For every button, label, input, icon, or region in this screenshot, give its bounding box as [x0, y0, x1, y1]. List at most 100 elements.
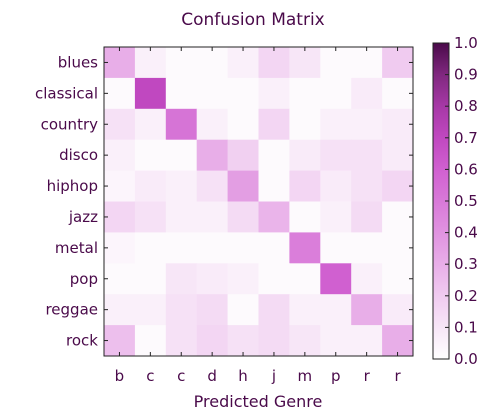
- heatmap-cell: [382, 294, 414, 326]
- heatmap-cell: [227, 325, 259, 357]
- heatmap-cell: [196, 263, 229, 295]
- y-tick-label: jazz: [68, 208, 98, 226]
- colorbar-ticks: 0.0 0.1 0.2 0.3 0.4 0.5 0.6 0.7 0.8 0.9 1.0: [445, 34, 478, 368]
- heatmap-cells: [104, 47, 414, 357]
- heatmap-cell: [289, 139, 321, 172]
- heatmap-cell: [165, 108, 198, 141]
- heatmap-cell: [258, 263, 290, 295]
- heatmap-cell: [351, 201, 383, 233]
- heatmap-cell: [227, 139, 259, 172]
- heatmap-cell: [134, 325, 167, 357]
- heatmap-cell: [227, 232, 259, 264]
- heatmap-cell: [104, 325, 136, 357]
- heatmap-cell: [227, 263, 259, 295]
- colorbar-tick-label: 0.3: [454, 255, 478, 273]
- heatmap-cell: [320, 108, 352, 141]
- heatmap-cell: [134, 263, 167, 295]
- heatmap-cell: [320, 201, 352, 233]
- heatmap-cell: [196, 232, 229, 264]
- heatmap-cell: [320, 77, 352, 110]
- heatmap-cell: [227, 77, 259, 110]
- heatmap-cell: [104, 77, 136, 110]
- heatmap-cell: [134, 201, 167, 233]
- heatmap-cell: [382, 139, 414, 172]
- colorbar-tick-label: 1.0: [454, 34, 478, 52]
- heatmap-cell: [351, 232, 383, 264]
- heatmap-cell: [134, 294, 167, 326]
- heatmap-cell: [165, 139, 198, 172]
- heatmap-cell: [227, 170, 259, 202]
- heatmap-cell: [320, 47, 352, 79]
- heatmap-cell: [320, 294, 352, 326]
- heatmap-cell: [104, 232, 136, 264]
- heatmap-cell: [104, 263, 136, 295]
- heatmap-cell: [196, 108, 229, 141]
- heatmap-cell: [351, 108, 383, 141]
- heatmap-cell: [196, 294, 229, 326]
- heatmap-cell: [258, 294, 290, 326]
- heatmap-cell: [196, 201, 229, 233]
- x-tick-label: p: [331, 367, 341, 385]
- heatmap-cell: [196, 139, 229, 172]
- heatmap-cell: [258, 139, 290, 172]
- heatmap-cell: [382, 47, 414, 79]
- heatmap-cell: [289, 77, 321, 110]
- x-tick-label: b: [115, 367, 125, 385]
- y-tick-label: hiphop: [47, 177, 98, 195]
- heatmap-cell: [351, 170, 383, 202]
- y-tick-label: rock: [66, 332, 98, 350]
- heatmap-cell: [258, 77, 290, 110]
- y-tick-label: reggae: [45, 301, 98, 319]
- heatmap-cell: [165, 47, 198, 79]
- heatmap-cell: [165, 77, 198, 110]
- heatmap-cell: [258, 201, 290, 233]
- heatmap-cell: [104, 294, 136, 326]
- heatmap-cell: [320, 170, 352, 202]
- heatmap-cell: [196, 325, 229, 357]
- heatmap-cell: [134, 170, 167, 202]
- heatmap-cell: [104, 139, 136, 172]
- heatmap-cell: [351, 77, 383, 110]
- heatmap-cell: [165, 232, 198, 264]
- heatmap-cell: [258, 170, 290, 202]
- x-tick-label: c: [177, 367, 185, 385]
- x-tick-label: d: [207, 367, 217, 385]
- heatmap-cell: [258, 108, 290, 141]
- heatmap-cell: [289, 294, 321, 326]
- heatmap-cell: [258, 325, 290, 357]
- heatmap-cell: [351, 47, 383, 79]
- y-tick-label: blues: [58, 53, 98, 71]
- x-tick-label: r: [394, 367, 401, 385]
- heatmap-cell: [351, 139, 383, 172]
- heatmap-cell: [382, 77, 414, 110]
- x-tick-label: m: [298, 367, 313, 385]
- heatmap-cell: [134, 108, 167, 141]
- heatmap-cell: [382, 170, 414, 202]
- heatmap-cell: [382, 232, 414, 264]
- heatmap-cell: [104, 47, 136, 79]
- heatmap-cell: [104, 201, 136, 233]
- x-axis-label: Predicted Genre: [194, 392, 323, 411]
- heatmap-cell: [258, 47, 290, 79]
- y-tick-label: disco: [59, 146, 98, 164]
- heatmap-cell: [196, 77, 229, 110]
- heatmap-cell: [289, 232, 321, 264]
- heatmap-cell: [165, 201, 198, 233]
- heatmap-cell: [289, 201, 321, 233]
- heatmap-cell: [165, 170, 198, 202]
- heatmap-cell: [227, 201, 259, 233]
- heatmap-cell: [134, 77, 167, 110]
- heatmap-cell: [104, 170, 136, 202]
- heatmap-cell: [104, 108, 136, 141]
- heatmap-cell: [289, 47, 321, 79]
- heatmap-cell: [351, 325, 383, 357]
- colorbar-tick-label: 0.7: [454, 129, 478, 147]
- colorbar-tick-label: 0.2: [454, 287, 478, 305]
- heatmap-cell: [227, 47, 259, 79]
- heatmap-cell: [289, 170, 321, 202]
- heatmap-cell: [196, 47, 229, 79]
- heatmap-cell: [165, 263, 198, 295]
- heatmap-cell: [134, 232, 167, 264]
